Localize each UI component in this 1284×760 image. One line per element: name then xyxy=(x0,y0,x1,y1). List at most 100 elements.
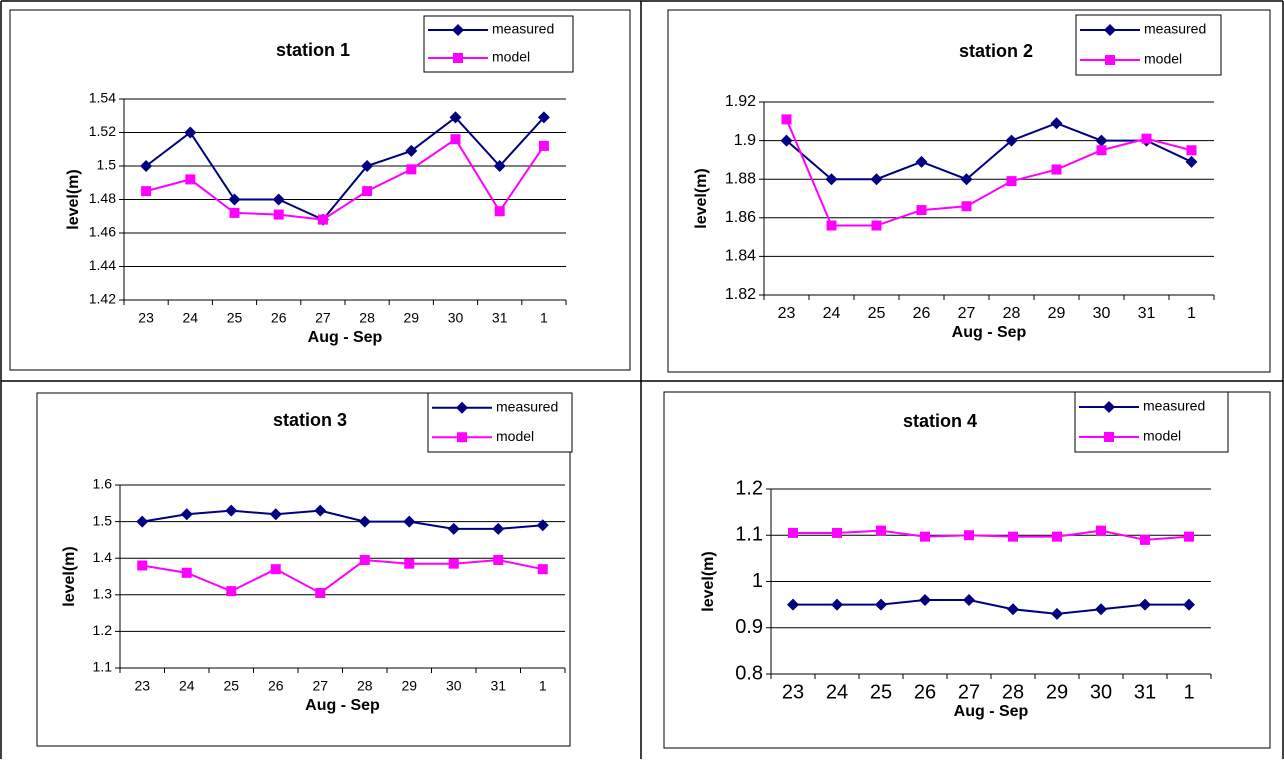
x-tick-label: 27 xyxy=(958,681,980,703)
legend-marker xyxy=(1104,24,1116,36)
x-tick-label: 30 xyxy=(448,310,464,326)
legend-label: measured xyxy=(1143,398,1205,414)
legend-label: measured xyxy=(492,21,554,37)
marker xyxy=(832,527,842,538)
chart-title: station 2 xyxy=(959,41,1033,61)
chart-title: station 1 xyxy=(276,40,350,60)
marker xyxy=(1184,531,1194,542)
y-tick-label: 1.5 xyxy=(93,512,113,528)
marker xyxy=(871,220,882,231)
x-tick-label: 27 xyxy=(315,310,331,326)
series-line xyxy=(785,118,1192,227)
marker xyxy=(1095,134,1108,147)
legend-marker xyxy=(1104,432,1114,442)
marker xyxy=(137,560,148,571)
y-tick-label: 1.92 xyxy=(725,93,756,110)
marker xyxy=(920,531,930,542)
marker xyxy=(141,186,152,197)
marker xyxy=(787,598,799,611)
marker xyxy=(1051,607,1063,620)
marker xyxy=(875,598,887,611)
chart: 1.42 1.44 1.46 1.48 1.5 1.52 1.54 23 24 25 26 27 28 2… xyxy=(9,9,631,371)
y-tick-label: 1.5 xyxy=(97,157,117,173)
marker xyxy=(964,530,974,541)
marker xyxy=(449,111,462,124)
x-tick-label: 25 xyxy=(223,678,239,694)
x-tick-label: 24 xyxy=(826,681,848,703)
legend-box xyxy=(1074,391,1229,453)
marker xyxy=(358,515,371,528)
legend-label: measured xyxy=(496,398,558,414)
marker xyxy=(406,164,417,175)
series-line xyxy=(793,529,1190,541)
x-tick-label: 1 xyxy=(1183,681,1194,703)
marker xyxy=(960,173,973,186)
marker xyxy=(1006,176,1017,187)
x-tick-label: 24 xyxy=(179,678,195,694)
x-tick-label: 29 xyxy=(1048,305,1066,322)
marker xyxy=(536,519,549,532)
marker xyxy=(315,587,326,598)
legend-marker xyxy=(457,432,467,443)
series-line xyxy=(793,599,1189,615)
x-tick-label: 26 xyxy=(913,305,931,322)
marker xyxy=(1141,133,1152,144)
marker xyxy=(1052,531,1062,542)
x-tick-label: 24 xyxy=(183,310,199,326)
marker xyxy=(136,515,149,528)
x-tick-label: 30 xyxy=(446,678,462,694)
x-tick-label: 31 xyxy=(1138,305,1156,322)
x-tick-label: 30 xyxy=(1090,681,1112,703)
y-tick-label: 1.1 xyxy=(735,524,763,546)
x-tick-label: 27 xyxy=(958,305,976,322)
marker xyxy=(1096,145,1107,156)
marker xyxy=(1185,155,1198,168)
y-tick-label: 1.2 xyxy=(735,477,763,499)
x-tick-label: 27 xyxy=(312,678,328,694)
marker xyxy=(228,193,241,206)
marker xyxy=(450,134,461,145)
marker xyxy=(780,134,793,147)
x-tick-label: 31 xyxy=(492,310,508,326)
x-tick-label: 25 xyxy=(227,310,243,326)
marker xyxy=(270,564,281,575)
y-tick-label: 1.82 xyxy=(725,286,756,303)
legend-label: model xyxy=(492,49,530,65)
y-tick-label: 1.3 xyxy=(93,586,113,602)
legend-marker xyxy=(1103,401,1115,413)
marker xyxy=(493,555,504,566)
legend-box xyxy=(1075,14,1222,76)
x-tick-label: 31 xyxy=(490,678,506,694)
marker xyxy=(1008,531,1018,542)
marker xyxy=(403,515,416,528)
marker xyxy=(826,220,837,231)
series-line xyxy=(145,116,545,221)
legend-marker xyxy=(456,401,468,414)
marker xyxy=(180,508,193,521)
marker xyxy=(538,140,549,151)
x-tick-label: 29 xyxy=(401,678,417,694)
marker xyxy=(870,173,883,186)
marker xyxy=(961,201,972,212)
marker xyxy=(1186,145,1197,156)
marker xyxy=(788,527,798,538)
x-tick-label: 28 xyxy=(1003,305,1021,322)
marker xyxy=(269,508,282,521)
marker xyxy=(314,504,327,517)
chart-frame xyxy=(663,391,1271,749)
y-tick-label: 1.1 xyxy=(93,659,113,675)
marker xyxy=(916,205,927,216)
marker xyxy=(537,564,548,575)
y-tick-label: 1.48 xyxy=(89,190,116,206)
marker xyxy=(1005,134,1018,147)
y-axis-label: level(m) xyxy=(700,551,717,611)
marker xyxy=(537,111,550,124)
y-tick-label: 1.6 xyxy=(93,476,113,492)
marker xyxy=(831,598,843,611)
x-tick-label: 26 xyxy=(268,678,284,694)
marker xyxy=(229,207,240,218)
marker xyxy=(919,594,931,606)
marker xyxy=(404,558,415,569)
legend-label: model xyxy=(1144,51,1182,67)
marker xyxy=(915,155,928,168)
